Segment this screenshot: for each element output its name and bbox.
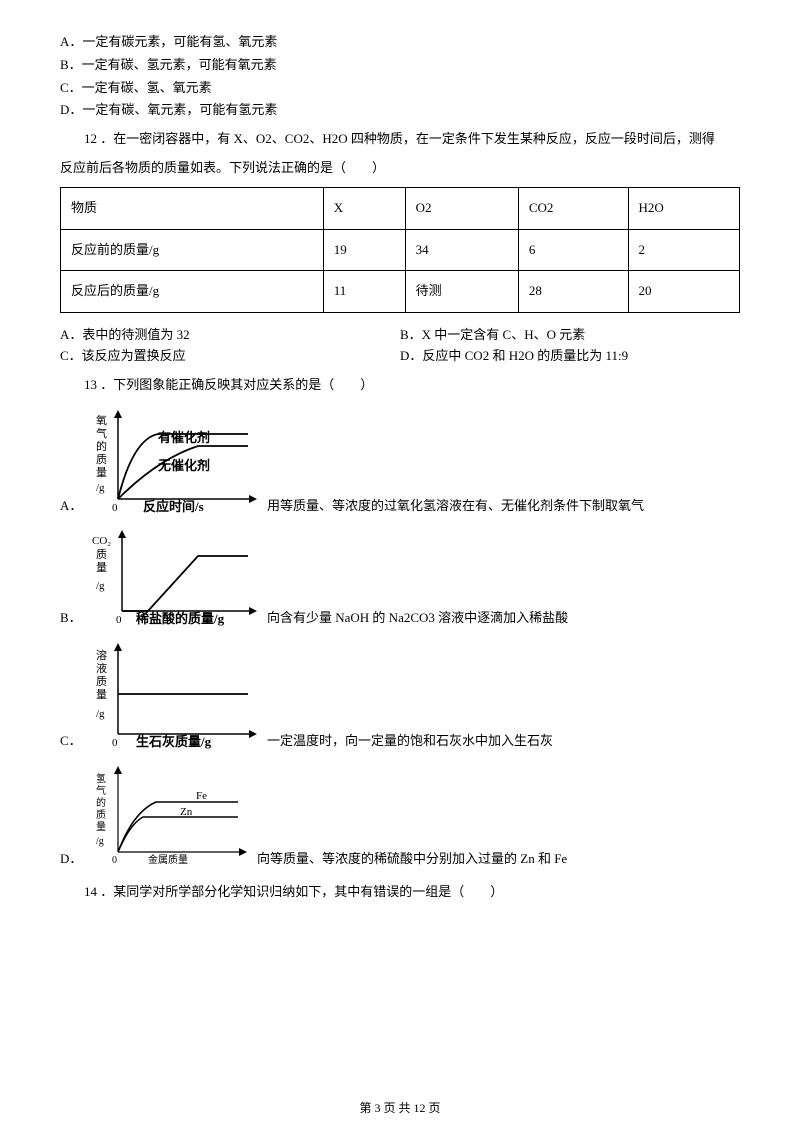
cell-header-3: CO2 bbox=[518, 187, 628, 229]
q11-option-d: D．一定有碳、氧元素，可能有氢元素 bbox=[60, 100, 740, 121]
cell-r1-2: 34 bbox=[405, 229, 518, 271]
cell-r2-1: 11 bbox=[323, 271, 405, 313]
svg-text:0: 0 bbox=[116, 614, 122, 626]
svg-text:量: 量 bbox=[96, 688, 107, 701]
cell-header-2: O2 bbox=[405, 187, 518, 229]
svg-text:量: 量 bbox=[96, 821, 106, 833]
svg-text:氧: 氧 bbox=[96, 413, 107, 427]
q13-chart-a: 氧 气 的 质 量 /g 0 反应时间/s 有催化剂 无催化剂 bbox=[88, 404, 263, 521]
chart-a-svg: 氧 气 的 质 量 /g 0 反应时间/s 有催化剂 无催化剂 bbox=[88, 404, 263, 514]
q14-stem: 14 ．某同学对所学部分化学知识归纳如下，其中有错误的一组是（ ） bbox=[84, 882, 740, 903]
q13-caption-a: 用等质量、等浓度的过氧化氢溶液在有、无催化剂条件下制取氧气 bbox=[267, 496, 644, 521]
cell-r1-4: 2 bbox=[628, 229, 739, 271]
q13-chart-row-d: D． 氢 气 的 质 量 /g 0 金属质量 Fe bbox=[60, 762, 740, 874]
table-row-before: 反应前的质量/g 19 34 6 2 bbox=[61, 229, 740, 271]
cell-header-0: 物质 bbox=[61, 187, 324, 229]
q12-option-c: C．该反应为置换反应 bbox=[60, 346, 400, 367]
q11-option-a: A．一定有碳元素，可能有氢、氧元素 bbox=[60, 32, 740, 53]
q13-label-d: D． bbox=[60, 849, 84, 874]
svg-text:的: 的 bbox=[96, 439, 107, 453]
table-header-row: 物质 X O2 CO2 H2O bbox=[61, 187, 740, 229]
q12-option-b: B．X 中一定含有 C、H、O 元素 bbox=[400, 325, 740, 346]
svg-text:/g: /g bbox=[96, 580, 105, 592]
svg-text:/g: /g bbox=[96, 482, 105, 494]
svg-text:氢: 氢 bbox=[96, 772, 106, 785]
svg-text:0: 0 bbox=[112, 737, 118, 749]
chart-a-legend1: 有催化剂 bbox=[158, 430, 210, 445]
cell-r2-0: 反应后的质量/g bbox=[61, 271, 324, 313]
chart-a-xlabel: 反应时间/s bbox=[143, 499, 204, 514]
svg-text:质: 质 bbox=[96, 675, 107, 688]
q13-stem: 13 ．下列图象能正确反映其对应关系的是（ ） bbox=[84, 375, 740, 396]
q13-chart-row-a: A． 氧 气 的 质 量 /g 0 反应时间/s bbox=[60, 404, 740, 521]
q11-option-b: B．一定有碳、氢元素，可能有氧元素 bbox=[60, 55, 740, 76]
q12-options-row2: C．该反应为置换反应 D．反应中 CO2 和 H2O 的质量比为 11:9 bbox=[60, 346, 740, 367]
svg-text:0: 0 bbox=[112, 855, 117, 866]
q13-label-c: C． bbox=[60, 731, 84, 756]
q13-chart-c: 溶 液 质 量 /g 0 生石灰质量/g bbox=[88, 639, 263, 756]
svg-text:气: 气 bbox=[96, 784, 106, 797]
chart-c-xlabel: 生石灰质量/g bbox=[136, 734, 212, 749]
q13-label-a: A． bbox=[60, 496, 84, 521]
cell-header-1: X bbox=[323, 187, 405, 229]
q12-mass-table: 物质 X O2 CO2 H2O 反应前的质量/g 19 34 6 2 反应后的质… bbox=[60, 187, 740, 313]
svg-text:溶: 溶 bbox=[96, 648, 107, 662]
q12-option-d: D．反应中 CO2 和 H2O 的质量比为 11:9 bbox=[400, 346, 740, 367]
svg-text:/g: /g bbox=[96, 836, 104, 847]
chart-d-xlabel: 金属质量 bbox=[148, 853, 188, 866]
table-row-after: 反应后的质量/g 11 待测 28 20 bbox=[61, 271, 740, 313]
cell-r1-1: 19 bbox=[323, 229, 405, 271]
q13-chart-b: CO₂ 质 量 /g 0 稀盐酸的质量/g bbox=[88, 526, 263, 633]
q12-stem-line1: 12 ．在一密闭容器中，有 X、O2、CO2、H2O 四种物质，在一定条件下发生… bbox=[84, 129, 740, 150]
q13-chart-row-b: B． CO₂ 质 量 /g 0 稀盐酸的质量/g 向含有少量 NaOH 的 Na… bbox=[60, 526, 740, 633]
svg-text:的: 的 bbox=[96, 796, 106, 809]
chart-a-legend2: 无催化剂 bbox=[157, 458, 210, 473]
svg-text:量: 量 bbox=[96, 561, 107, 574]
q13-caption-b: 向含有少量 NaOH 的 Na2CO3 溶液中逐滴加入稀盐酸 bbox=[267, 608, 568, 633]
svg-text:质: 质 bbox=[96, 453, 107, 466]
svg-text:质: 质 bbox=[96, 548, 107, 561]
q13-chart-row-c: C． 溶 液 质 量 /g 0 生石灰质量/g 一定温度时，向一定量的饱和石灰水… bbox=[60, 639, 740, 756]
q12-option-a: A．表中的待测值为 32 bbox=[60, 325, 400, 346]
chart-d-svg: 氢 气 的 质 量 /g 0 金属质量 Fe Zn bbox=[88, 762, 253, 867]
page-footer: 第 3 页 共 12 页 bbox=[0, 1099, 800, 1118]
svg-text:量: 量 bbox=[96, 466, 107, 479]
q13-caption-c: 一定温度时，向一定量的饱和石灰水中加入生石灰 bbox=[267, 731, 553, 756]
svg-text:/g: /g bbox=[96, 708, 105, 720]
chart-d-legend2: Zn bbox=[180, 806, 193, 818]
q11-option-c: C．一定有碳、氢、氧元素 bbox=[60, 78, 740, 99]
q13-caption-d: 向等质量、等浓度的稀硫酸中分别加入过量的 Zn 和 Fe bbox=[257, 849, 567, 874]
q13-chart-d: 氢 气 的 质 量 /g 0 金属质量 Fe Zn bbox=[88, 762, 253, 874]
cell-r1-0: 反应前的质量/g bbox=[61, 229, 324, 271]
svg-text:液: 液 bbox=[96, 661, 107, 675]
page: A．一定有碳元素，可能有氢、氧元素 B．一定有碳、氢元素，可能有氧元素 C．一定… bbox=[0, 0, 800, 1132]
svg-text:质: 质 bbox=[96, 809, 106, 821]
cell-r2-4: 20 bbox=[628, 271, 739, 313]
svg-text:气: 气 bbox=[96, 426, 107, 440]
svg-text:CO₂: CO₂ bbox=[92, 535, 111, 547]
chart-b-xlabel: 稀盐酸的质量/g bbox=[136, 611, 225, 626]
cell-r1-3: 6 bbox=[518, 229, 628, 271]
cell-r2-3: 28 bbox=[518, 271, 628, 313]
cell-r2-2: 待测 bbox=[405, 271, 518, 313]
q13-label-b: B． bbox=[60, 608, 84, 633]
q12-options-row1: A．表中的待测值为 32 B．X 中一定含有 C、H、O 元素 bbox=[60, 325, 740, 346]
q12-stem-line2: 反应前后各物质的质量如表。下列说法正确的是（ ） bbox=[60, 158, 740, 179]
chart-b-svg: CO₂ 质 量 /g 0 稀盐酸的质量/g bbox=[88, 526, 263, 626]
chart-d-legend1: Fe bbox=[196, 790, 207, 802]
chart-c-svg: 溶 液 质 量 /g 0 生石灰质量/g bbox=[88, 639, 263, 749]
svg-text:0: 0 bbox=[112, 502, 118, 514]
cell-header-4: H2O bbox=[628, 187, 739, 229]
